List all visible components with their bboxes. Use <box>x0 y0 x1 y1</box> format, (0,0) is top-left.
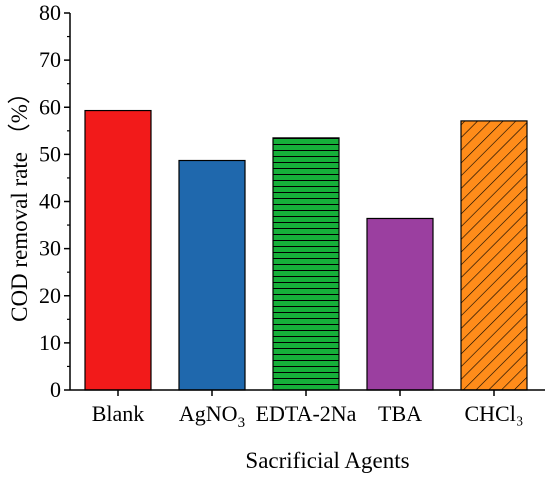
axes-group <box>64 12 545 396</box>
y-tick-label-0: 0 <box>50 377 61 402</box>
y-tick-label-50: 50 <box>39 141 61 166</box>
x-tick-label-blank: Blank <box>92 401 145 426</box>
y-tick-label-60: 60 <box>39 94 61 119</box>
y-tick-label-40: 40 <box>39 189 61 214</box>
bar-chcl3 <box>460 120 528 391</box>
y-tick-label-10: 10 <box>39 330 61 355</box>
y-tick-label-20: 20 <box>39 283 61 308</box>
x-tick-label-tba: TBA <box>378 401 422 426</box>
bar-agno3 <box>178 159 246 391</box>
y-tick-label-80: 80 <box>39 0 61 25</box>
x-tick-label-chcl3: CHCl₃ <box>464 401 523 426</box>
bar-edta-2na <box>272 137 340 391</box>
y-axis-title: COD removal rate （%） <box>7 81 32 322</box>
x-tick-label-edta-2na: EDTA-2Na <box>256 401 357 426</box>
bar-blank <box>84 109 152 391</box>
x-tick-label-agno3: AgNO3 <box>179 401 245 431</box>
x-axis-title: Sacrificial Agents <box>245 448 409 473</box>
y-tick-label-70: 70 <box>39 47 61 72</box>
y-tick-label-30: 30 <box>39 236 61 261</box>
bars-group <box>84 109 528 391</box>
bar-tba <box>366 217 434 391</box>
labels-group: 0 10 20 30 40 50 60 70 80 Blank AgNO3 EDTA-2Na TBA CH… <box>7 0 524 473</box>
